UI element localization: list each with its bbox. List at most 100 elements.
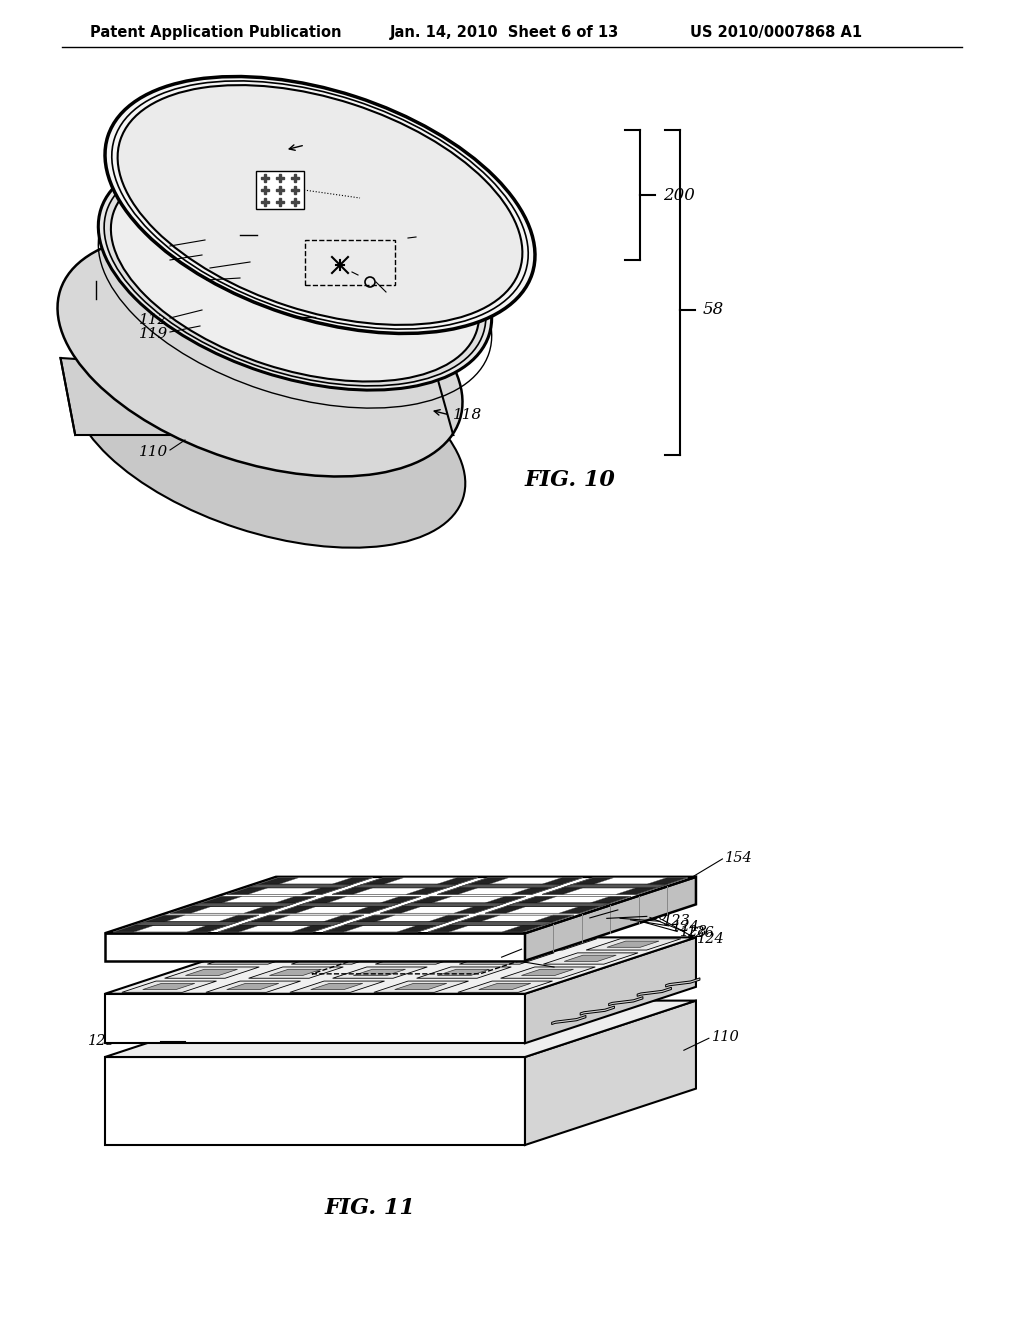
Text: Patent Application Publication: Patent Application Publication <box>90 25 341 40</box>
Polygon shape <box>380 896 453 913</box>
Polygon shape <box>581 1006 614 1015</box>
Ellipse shape <box>105 77 535 334</box>
Polygon shape <box>439 941 490 948</box>
Text: 115: 115 <box>138 255 168 269</box>
Polygon shape <box>332 878 404 895</box>
Polygon shape <box>239 921 344 925</box>
Polygon shape <box>353 969 406 975</box>
Polygon shape <box>291 198 299 206</box>
Polygon shape <box>480 915 553 921</box>
Polygon shape <box>506 907 579 913</box>
Text: 80: 80 <box>650 909 669 924</box>
Text: 118: 118 <box>453 408 482 422</box>
Text: 110: 110 <box>138 445 168 459</box>
Polygon shape <box>525 1001 696 1144</box>
Polygon shape <box>334 939 429 950</box>
Polygon shape <box>276 198 284 206</box>
Polygon shape <box>542 878 614 895</box>
Text: 124: 124 <box>672 920 699 933</box>
Text: 154: 154 <box>725 851 754 865</box>
Text: 156: 156 <box>179 263 208 277</box>
Text: 123: 123 <box>88 1034 116 1048</box>
Polygon shape <box>165 968 259 978</box>
Polygon shape <box>594 878 667 884</box>
Text: 200: 200 <box>663 186 695 203</box>
Polygon shape <box>142 983 195 990</box>
Polygon shape <box>276 174 284 182</box>
Polygon shape <box>248 888 321 895</box>
Polygon shape <box>324 915 395 932</box>
Polygon shape <box>460 953 554 964</box>
Text: 123: 123 <box>418 228 447 242</box>
Polygon shape <box>374 981 469 993</box>
Polygon shape <box>375 915 449 921</box>
Polygon shape <box>608 997 643 1006</box>
Polygon shape <box>226 983 279 990</box>
Text: 60: 60 <box>308 137 328 150</box>
Polygon shape <box>312 956 365 961</box>
Polygon shape <box>190 907 264 913</box>
Polygon shape <box>501 968 595 978</box>
Polygon shape <box>525 937 696 1043</box>
Polygon shape <box>449 921 554 925</box>
Text: 123: 123 <box>664 915 691 928</box>
Text: 124: 124 <box>697 932 725 945</box>
Polygon shape <box>261 174 269 182</box>
Polygon shape <box>310 983 362 990</box>
Polygon shape <box>227 878 299 895</box>
Text: 120: 120 <box>388 288 417 302</box>
Polygon shape <box>296 907 369 913</box>
Text: 119: 119 <box>138 327 168 341</box>
Polygon shape <box>244 896 315 913</box>
Polygon shape <box>249 968 343 978</box>
Polygon shape <box>428 915 500 932</box>
Polygon shape <box>437 878 509 895</box>
Polygon shape <box>485 896 557 913</box>
Polygon shape <box>384 878 457 884</box>
Polygon shape <box>222 896 295 903</box>
Text: 155: 155 <box>240 220 269 235</box>
Ellipse shape <box>71 322 465 548</box>
Text: FIG. 11: FIG. 11 <box>325 1197 416 1218</box>
Polygon shape <box>134 925 207 932</box>
Text: 80: 80 <box>524 941 543 956</box>
Polygon shape <box>525 876 696 961</box>
Polygon shape <box>523 941 575 948</box>
Polygon shape <box>480 956 532 961</box>
Ellipse shape <box>118 84 522 325</box>
Text: 122: 122 <box>557 961 585 975</box>
Text: 126: 126 <box>687 925 715 940</box>
Polygon shape <box>458 981 553 993</box>
Polygon shape <box>418 939 513 950</box>
Polygon shape <box>206 981 301 993</box>
Polygon shape <box>432 896 505 903</box>
Polygon shape <box>207 953 302 964</box>
Polygon shape <box>586 939 681 950</box>
Polygon shape <box>417 968 511 978</box>
Polygon shape <box>165 915 239 921</box>
Polygon shape <box>607 941 659 948</box>
Text: 110: 110 <box>712 1030 739 1044</box>
Text: 114: 114 <box>138 242 168 255</box>
Polygon shape <box>275 896 347 913</box>
Polygon shape <box>406 878 478 895</box>
Polygon shape <box>133 921 239 925</box>
Polygon shape <box>615 878 688 895</box>
Polygon shape <box>291 174 299 182</box>
Text: 128: 128 <box>680 925 708 940</box>
Polygon shape <box>292 915 364 932</box>
Polygon shape <box>544 953 638 964</box>
Text: US 2010/0007868 A1: US 2010/0007868 A1 <box>690 25 862 40</box>
Polygon shape <box>327 896 400 903</box>
Polygon shape <box>60 358 454 436</box>
Polygon shape <box>105 937 696 994</box>
Polygon shape <box>333 968 427 978</box>
Polygon shape <box>271 941 323 948</box>
Polygon shape <box>344 925 417 932</box>
Text: 154: 154 <box>362 190 392 205</box>
Polygon shape <box>105 1001 696 1057</box>
Polygon shape <box>349 896 421 913</box>
Polygon shape <box>276 186 284 194</box>
Polygon shape <box>170 896 242 913</box>
Polygon shape <box>291 186 299 194</box>
